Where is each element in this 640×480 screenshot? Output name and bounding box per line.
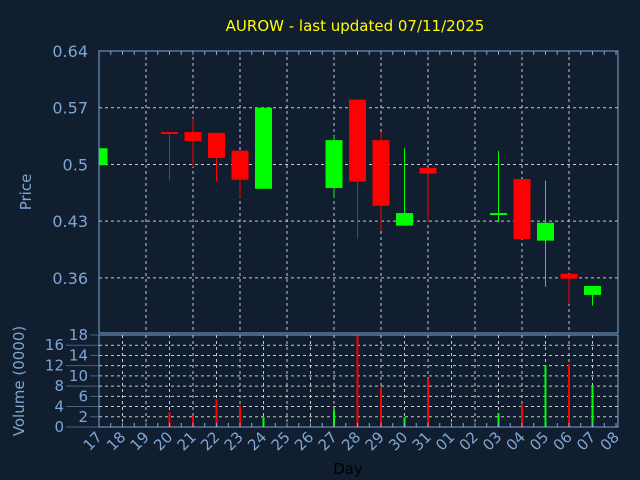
day-tick-label: 23 xyxy=(221,428,247,454)
candle-body xyxy=(161,132,178,135)
candle-body xyxy=(560,273,578,279)
volume-bar xyxy=(521,404,523,427)
day-tick-label: 27 xyxy=(315,428,341,454)
volume-bar xyxy=(356,335,359,427)
volume-bars xyxy=(168,335,594,427)
price-tick-label: 0.5 xyxy=(63,155,88,174)
candle-body xyxy=(208,132,225,158)
candle-body xyxy=(255,107,272,189)
candle-body xyxy=(537,222,554,241)
day-tick-label: 24 xyxy=(244,428,270,454)
day-tick-label: 20 xyxy=(150,428,176,454)
volume-bar xyxy=(497,413,500,427)
day-tick-label: 06 xyxy=(550,428,576,454)
candle-body xyxy=(99,148,108,166)
volume-tick-label: 16 xyxy=(45,336,64,354)
day-tick-label: 03 xyxy=(479,428,505,454)
day-tick-label: 25 xyxy=(268,428,294,454)
day-tick-label: 17 xyxy=(80,428,106,454)
day-tick-label: 26 xyxy=(291,428,317,454)
day-tick-label: 31 xyxy=(409,428,435,454)
day-tick-label: 21 xyxy=(174,428,200,454)
volume-bar xyxy=(239,405,241,427)
volume-bar xyxy=(568,364,570,427)
volume-bar xyxy=(380,387,382,427)
volume-tick-label: 18 xyxy=(69,326,88,344)
volume-tick-label: 0 xyxy=(54,418,64,436)
price-plot-frame xyxy=(98,50,619,334)
volume-bar xyxy=(262,417,265,427)
x-axis-label: Day xyxy=(333,460,363,478)
volume-bar xyxy=(168,412,171,427)
volume-tick-label: 12 xyxy=(45,357,64,375)
candle-body xyxy=(584,286,601,295)
volume-tick-label: 4 xyxy=(54,398,64,416)
day-tick-label: 08 xyxy=(597,428,623,454)
day-tick-label: 02 xyxy=(456,428,482,454)
day-tick-label: 29 xyxy=(362,428,388,454)
candle-body xyxy=(419,167,437,174)
tick-labels: 0.640.570.50.430.36171819202122232425262… xyxy=(45,42,623,454)
price-axis-label: Price xyxy=(17,174,35,211)
volume-tick-label: 14 xyxy=(69,346,88,364)
day-tick-label: 22 xyxy=(197,428,223,454)
candle-body xyxy=(396,213,413,226)
volume-bar xyxy=(403,417,406,427)
candle-body xyxy=(490,213,507,216)
volume-axis-label: Volume (0000) xyxy=(10,326,28,436)
volume-bar xyxy=(544,365,547,427)
day-tick-label: 28 xyxy=(338,428,364,454)
day-tick-label: 18 xyxy=(103,428,129,454)
volume-tick-label: 6 xyxy=(78,387,88,405)
price-tick-label: 0.64 xyxy=(52,42,88,61)
volume-tick-label: 10 xyxy=(69,367,88,385)
price-grid xyxy=(99,51,618,333)
candle-body xyxy=(325,140,343,188)
plot-frames xyxy=(66,50,619,428)
volume-bar xyxy=(427,378,429,427)
volume-bar xyxy=(591,385,594,427)
price-tick-label: 0.36 xyxy=(52,269,88,288)
candles xyxy=(98,99,601,306)
volume-bar xyxy=(333,410,335,427)
volume-tick-label: 8 xyxy=(54,377,64,395)
candle-body xyxy=(231,150,249,180)
chart-title: AUROW - last updated 07/11/2025 xyxy=(226,17,485,35)
volume-bar xyxy=(192,415,194,427)
day-tick-label: 30 xyxy=(385,428,411,454)
day-tick-label: 05 xyxy=(526,428,552,454)
price-tick-label: 0.43 xyxy=(52,212,88,231)
day-tick-label: 01 xyxy=(432,428,458,454)
candle-body xyxy=(349,99,366,182)
volume-bar xyxy=(215,399,218,427)
candle-body xyxy=(372,140,390,206)
candle-body xyxy=(184,132,202,141)
day-tick-label: 04 xyxy=(503,428,529,454)
price-tick-label: 0.57 xyxy=(52,99,88,118)
day-tick-label: 19 xyxy=(127,428,153,454)
volume-plot-frame xyxy=(98,334,619,428)
volume-tick-label: 2 xyxy=(78,408,88,426)
day-tick-label: 07 xyxy=(573,428,599,454)
candle-body xyxy=(513,179,531,239)
